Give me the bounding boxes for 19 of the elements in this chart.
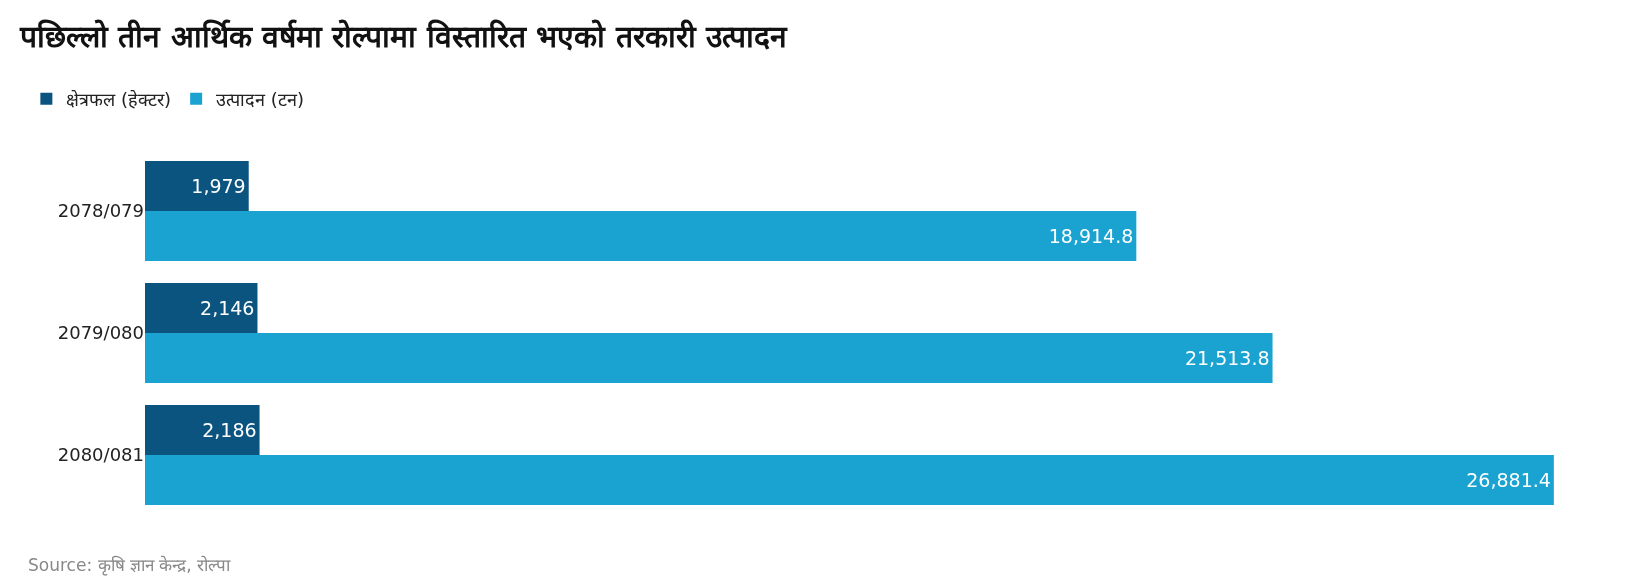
data-label: 21,513.8 [1184, 347, 1270, 370]
data-label: 26,881.4 [1466, 469, 1551, 492]
data-label: 18,914.8 [1048, 225, 1134, 248]
bar [145, 404, 260, 455]
bar [145, 455, 1554, 506]
y-tick-label: 2080/081 [57, 444, 144, 466]
data-label: 2,146 [200, 296, 255, 319]
bar [145, 211, 1137, 262]
bar [145, 333, 1273, 384]
data-label: 2,186 [202, 418, 257, 441]
y-tick-label: 2079/080 [57, 322, 144, 344]
chart-title: पछिल्लो तीन आर्थिक वर्षमा रोल्पामा विस्तारित भएको तरकारी उत्पादन [18, 19, 789, 55]
data-label: 1,979 [191, 174, 246, 197]
bar [145, 160, 249, 211]
source-note: Source: कृषि ज्ञान केन्द्र, रोल्पा [28, 555, 232, 576]
bar [145, 282, 258, 333]
y-tick-label: 2078/079 [57, 200, 144, 222]
legend-label: क्षेत्रफल (हेक्टर) [66, 88, 172, 110]
legend-label: उत्पादन (टन) [216, 88, 304, 110]
